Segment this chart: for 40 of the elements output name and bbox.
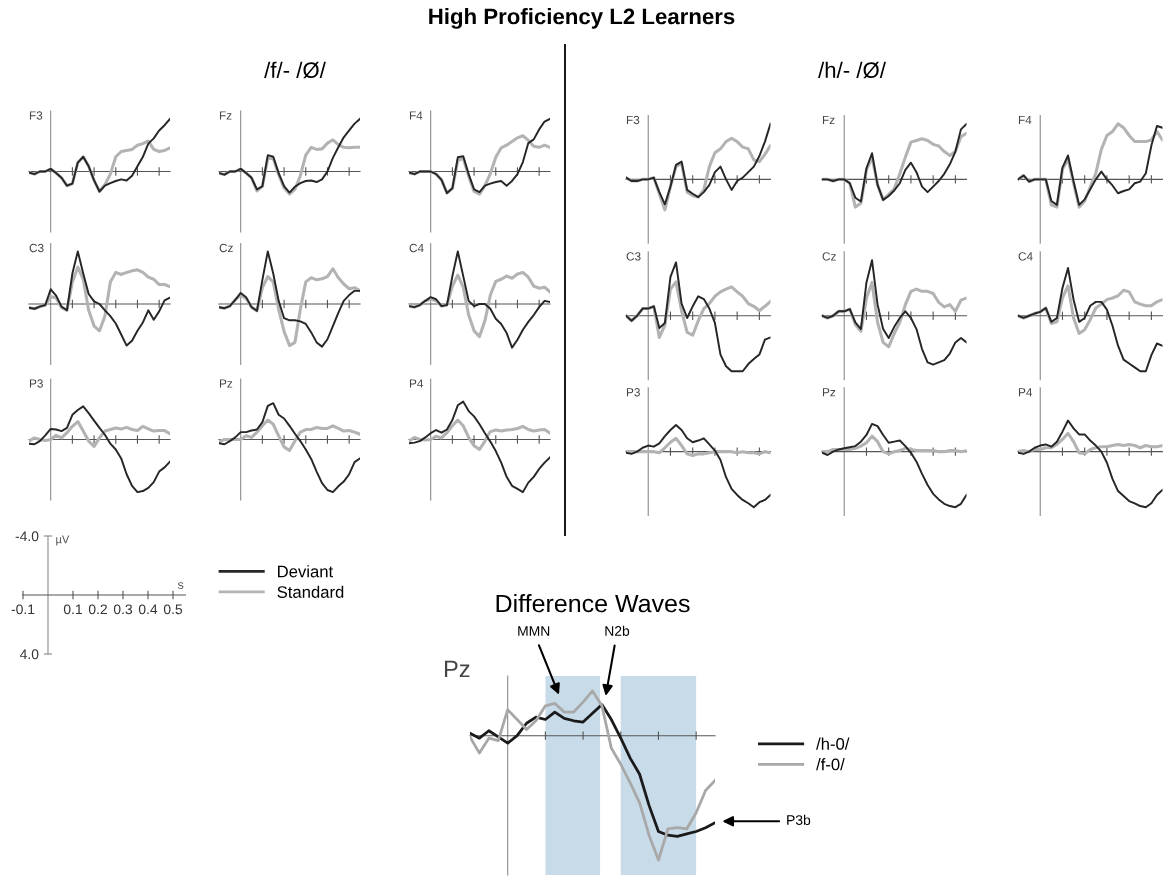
chart-title: Cz	[219, 243, 233, 253]
text: 0.2	[88, 604, 107, 615]
text: MMN	[518, 626, 550, 636]
chart-title: Pz	[219, 379, 233, 388]
text: /f/- /Ø/	[264, 61, 326, 79]
chart-title: Difference Waves	[496, 593, 690, 613]
legend-label: /h-0/	[816, 737, 850, 750]
text: P3b	[787, 814, 811, 825]
chart-title: C4	[1018, 252, 1033, 261]
chart-title: F4	[409, 111, 423, 120]
chart-title: P4	[1018, 388, 1033, 397]
text: s	[177, 582, 184, 589]
chart-title: C3	[626, 252, 641, 261]
chart-title: F3	[29, 111, 43, 120]
chart-title: Pz	[822, 388, 836, 397]
legend-label: Deviant	[278, 565, 334, 578]
text: -4.0	[15, 531, 39, 542]
text: 0.1	[63, 604, 82, 615]
chart-title: Cz	[822, 252, 836, 261]
legend-label: Standard	[277, 585, 344, 598]
text: N2b	[605, 625, 630, 636]
chart-title: Fz	[822, 115, 835, 125]
text: /h/- /Ø/	[818, 61, 886, 79]
legend-label: /f-0/	[816, 758, 845, 771]
chart-title: Fz	[219, 111, 232, 120]
text: µV	[56, 535, 70, 546]
chart-title: C3	[29, 243, 44, 253]
chart-title: F3	[626, 115, 640, 125]
chart-title: C4	[409, 243, 424, 253]
text: 0.3	[113, 604, 133, 615]
text: High Proficiency L2 Learners	[429, 8, 735, 29]
chart-title: P3	[626, 388, 640, 397]
text: 0.5	[163, 604, 183, 615]
y-axis-title: Pz	[444, 660, 470, 678]
chart-title: P3	[29, 379, 43, 388]
text: -0.1	[11, 604, 35, 615]
text: 4.0	[19, 649, 39, 660]
text: 0.4	[138, 604, 158, 615]
chart-title: P4	[409, 379, 424, 388]
chart-title: F4	[1018, 115, 1032, 125]
